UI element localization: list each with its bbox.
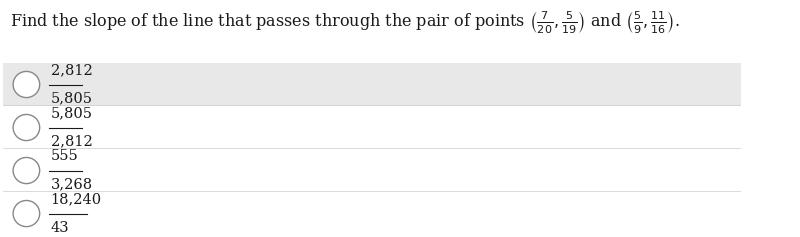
Text: 5,805: 5,805 <box>50 106 93 120</box>
Ellipse shape <box>13 201 40 227</box>
Text: 2,812: 2,812 <box>50 64 93 77</box>
Ellipse shape <box>13 114 40 141</box>
Text: 555: 555 <box>50 150 78 164</box>
Text: 5,805: 5,805 <box>50 92 93 106</box>
Text: 43: 43 <box>50 221 70 235</box>
FancyBboxPatch shape <box>2 192 741 235</box>
Ellipse shape <box>13 71 40 98</box>
Text: 18,240: 18,240 <box>50 192 102 206</box>
FancyBboxPatch shape <box>2 63 741 106</box>
Text: 2,812: 2,812 <box>50 135 93 149</box>
Ellipse shape <box>13 157 40 184</box>
Text: Find the slope of the line that passes through the pair of points $\left(\frac{7: Find the slope of the line that passes t… <box>10 9 681 35</box>
FancyBboxPatch shape <box>2 149 741 192</box>
FancyBboxPatch shape <box>2 106 741 149</box>
Text: 3,268: 3,268 <box>50 178 93 192</box>
